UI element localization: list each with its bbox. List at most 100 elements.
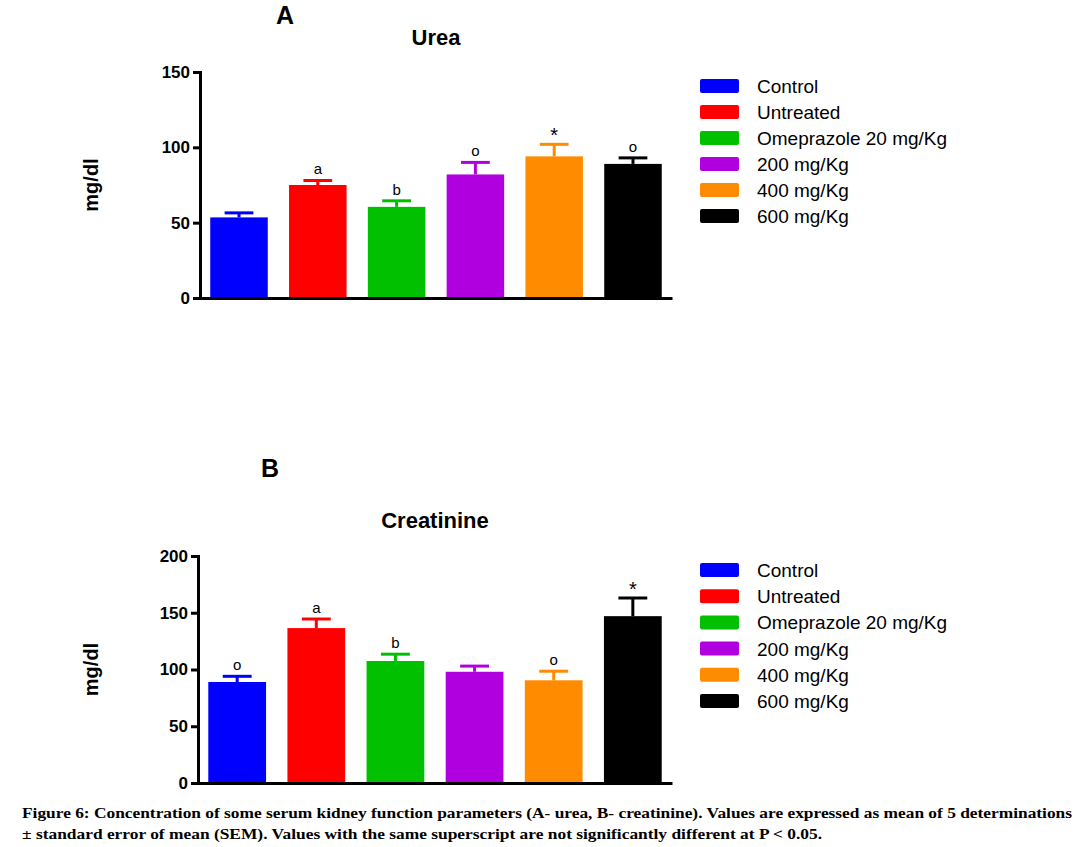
error-bar [539,671,568,680]
y-tick-label: 0 [181,289,190,308]
legend-swatch [700,157,739,171]
x-axis [199,783,673,784]
legend-label: 200 mg/Kg [757,154,849,175]
legend-label: 400 mg/Kg [757,180,849,201]
chart-title: Urea [412,25,462,50]
legend-swatch [700,642,739,656]
error-bar-cap [382,199,411,202]
bar [604,616,662,783]
plot-area [208,598,661,783]
y-tick: 50 [171,214,200,233]
y-tick-label: 100 [160,660,188,679]
y-axis-line [191,557,199,784]
y-tick-label: 150 [162,63,190,82]
y-tick: 0 [181,289,200,308]
bar [287,628,345,783]
error-bar-stem [474,162,477,174]
legend-swatch [700,79,739,93]
y-tick: 100 [160,660,198,679]
panel-label: A [276,1,294,29]
chart: AUreamg/dlabo*o050100150ControlUntreated… [80,1,947,308]
y-tick-mark [193,222,200,225]
y-tick-label: 200 [160,547,188,566]
y-tick-mark [193,71,200,74]
legend-swatch [700,563,739,577]
error-bar [303,180,332,185]
y-tick-label: 50 [169,717,188,736]
bar [208,682,266,783]
legend-label: Untreated [757,102,840,123]
error-bar [225,213,254,218]
error-bar-cap [619,156,648,159]
legend-swatch [700,615,739,629]
y-tick: 200 [160,547,198,566]
significance-label: o [471,142,479,159]
y-axis-line [193,73,201,299]
caption: Figure 6: Concentration of some serum ki… [22,805,1072,822]
y-tick-mark [193,146,200,149]
significance-label: a [314,160,323,177]
bar [525,680,583,783]
figure: A Urea mg/dl a b o * o 0 50 100 150 Control Untreated… [0,0,1082,847]
y-axis: 0 50 100 150 200 [160,547,199,793]
y-tick-label: 150 [160,604,188,623]
bar [210,217,268,298]
error-bar [302,619,331,628]
error-bar-cap [539,670,568,673]
legend-label: Omeprazole 20 mg/Kg [757,128,947,149]
legend-swatch [700,589,739,603]
error-bar-cap [460,665,489,668]
bar [525,156,583,298]
error-bar-cap [225,211,254,214]
x-axis [201,298,673,299]
y-tick-mark [191,725,198,728]
bar [368,207,426,298]
y-axis-title: mg/dl [80,158,102,211]
significance-label: b [392,181,400,198]
significance-label: o [550,651,558,668]
legend-swatch [700,131,739,145]
error-bar-stem [631,598,634,616]
y-tick-label: 50 [171,214,190,233]
significance-label: * [629,578,637,600]
legend-swatch [700,105,739,119]
error-bar-cap [303,179,332,182]
error-bar-cap [302,617,331,620]
y-tick: 150 [160,604,198,623]
bar [447,174,505,298]
x-axis-line [199,782,673,785]
legend-swatch [700,694,739,708]
y-tick: 100 [162,138,200,157]
caption: ± standard error of mean (SEM). Values w… [22,826,822,843]
y-tick: 50 [169,717,198,736]
y-tick-label: 0 [179,774,188,793]
legend-swatch [700,668,739,682]
y-axis: 0 50 100 150 [162,63,201,308]
error-bar [382,201,411,207]
y-tick-mark [191,782,198,785]
error-bar [619,158,648,164]
error-bar [618,598,647,616]
bar [367,661,425,783]
error-bar-cap [461,161,490,164]
error-bar [461,162,490,174]
y-tick-mark [193,297,200,300]
x-axis-line [201,297,673,300]
chart-title: Creatinine [381,508,489,533]
significance-label: o [233,656,241,673]
plot-area [210,144,662,298]
y-tick-mark [191,612,198,615]
legend-label: Untreated [757,586,840,607]
legend: ControlUntreatedOmeprazole 20 mg/Kg200 m… [700,76,947,227]
legend-swatch [700,209,739,223]
significance-label: b [391,634,399,651]
legend: ControlUntreatedOmeprazole 20 mg/Kg200 m… [700,560,947,712]
y-tick: 150 [162,63,200,82]
significance-label: * [550,124,558,146]
legend-label: Control [757,560,818,581]
panel-label: B [261,454,279,482]
y-tick-mark [191,555,198,558]
significance-label: o [629,138,637,155]
bar [604,164,662,298]
significance-label: a [312,599,321,616]
